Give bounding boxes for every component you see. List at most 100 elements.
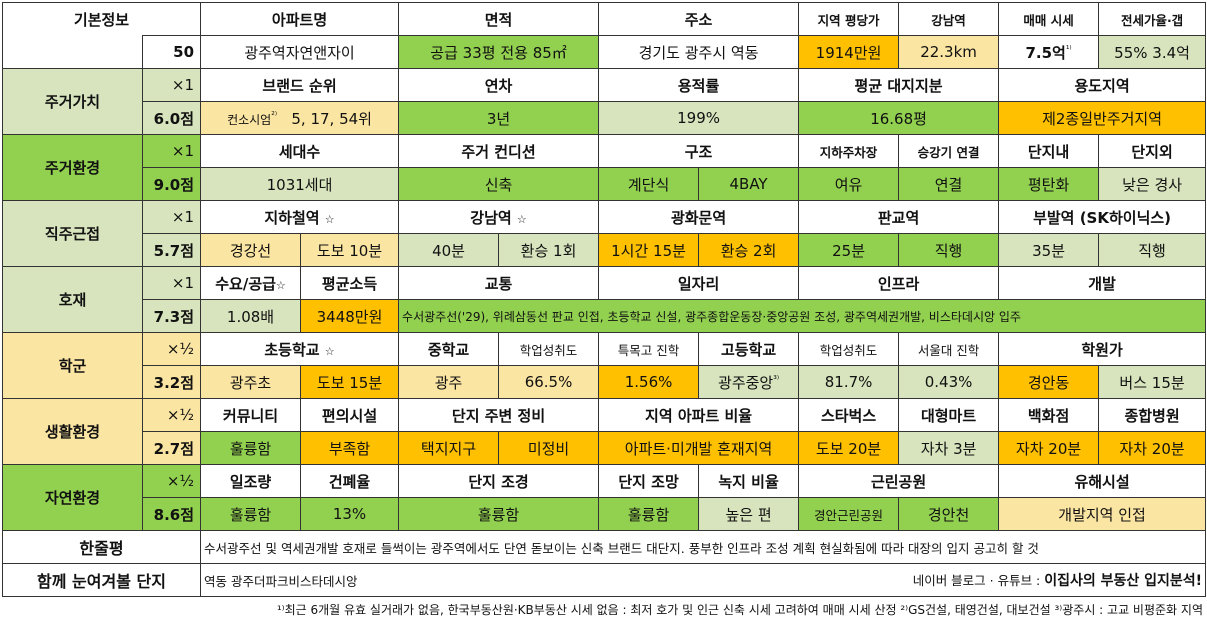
life-section-label: 생활환경 bbox=[2, 398, 143, 465]
special-high-header: 특목고 진학 bbox=[598, 332, 700, 366]
jeonse-value: 55% 3.4억 bbox=[1098, 35, 1207, 69]
env-row: 9.0점 1031세대 신축 계단식 4BAY 여유 연결 평탄화 낮은 경사 bbox=[3, 167, 1207, 201]
supply-value: 1.08배 bbox=[200, 299, 302, 333]
slope-inside-header: 단지내 bbox=[998, 134, 1100, 168]
income-header: 평균소득 bbox=[300, 266, 400, 300]
far-header: 용적률 bbox=[598, 68, 800, 102]
academy-area: 경안동 bbox=[998, 365, 1100, 399]
brand-ranks: 5, 17, 54위 bbox=[291, 109, 372, 128]
hazard-value: 개발지역 인접 bbox=[998, 497, 1207, 531]
commute-row: 5.7점 경강선 도보 10분 40분 환승 1회 1시간 15분 환승 2회 … bbox=[3, 233, 1207, 267]
credit-cell: 네이버 블로그 · 유튜브 : 이집사의 부동산 입지분석! bbox=[798, 563, 1207, 597]
bcr-header: 건폐율 bbox=[300, 464, 400, 498]
credit-name: 이집사의 부동산 입지분석! bbox=[1044, 573, 1203, 589]
gangnam-station-header-cell: 강남역 ☆ bbox=[398, 200, 600, 234]
slope-outside-value: 낮은 경사 bbox=[1098, 167, 1207, 201]
gwanghwamun-time: 1시간 15분 bbox=[598, 233, 700, 267]
basic-score: 50 bbox=[141, 35, 202, 69]
subway-line: 경강선 bbox=[200, 233, 302, 267]
brand-rank-cell: 컨소시엄²⁾ 5, 17, 54위 bbox=[200, 101, 400, 135]
env-multiplier: ×1 bbox=[141, 134, 202, 168]
slope-outside-header: 단지외 bbox=[1098, 134, 1207, 168]
condition-header: 주거 컨디션 bbox=[398, 134, 600, 168]
infra-header: 인프라 bbox=[798, 266, 1000, 300]
department-store-value: 자차 20분 bbox=[998, 431, 1100, 465]
env-header-row: 주거환경 ×1 세대수 주거 컨디션 구조 지하주차장 승강기 연결 단지내 단… bbox=[2, 134, 1207, 201]
income-value: 3448만원 bbox=[300, 299, 400, 333]
transport-header: 교통 bbox=[398, 266, 600, 300]
value-row: 6.0점 컨소시엄²⁾ 5, 17, 54위 3년 199% 16.68평 제2… bbox=[3, 101, 1207, 135]
star-icon: ☆ bbox=[275, 278, 286, 292]
footnote-mark-3: ³⁾ bbox=[773, 374, 780, 385]
jeonse-header: 전세가율·갭 bbox=[1098, 2, 1207, 36]
footnote: ¹⁾최근 6개월 유효 실거래가 없음, 한국부동산원·KB부동산 시세 없음 … bbox=[276, 603, 1203, 617]
star-icon: ☆ bbox=[324, 344, 335, 358]
view-header: 단지 조망 bbox=[598, 464, 700, 498]
life-multiplier: ×½ bbox=[141, 398, 202, 432]
age-header: 연차 bbox=[398, 68, 600, 102]
surroundings-type: 택지지구 bbox=[398, 431, 500, 465]
pangyo-header: 판교역 bbox=[798, 200, 1000, 234]
news-section-label: 호재 bbox=[2, 266, 143, 333]
slope-inside-value: 평탄화 bbox=[998, 167, 1100, 201]
brand-consortium: 컨소시엄 bbox=[227, 112, 272, 127]
together-row: 함께 눈여겨볼 단지 역동 광주더파크비스타데시앙 네이버 블로그 · 유튜브 … bbox=[1, 563, 1207, 597]
gangnam-distance: 22.3km bbox=[898, 35, 1000, 69]
land-share-value: 16.68평 bbox=[798, 101, 1000, 135]
hospital-value: 자차 20분 bbox=[1098, 431, 1207, 465]
sunlight-header: 일조량 bbox=[200, 464, 302, 498]
starbucks-value: 도보 20분 bbox=[798, 431, 900, 465]
sale-price-cell: 7.5억¹⁾ bbox=[998, 35, 1100, 69]
hospital-header: 종합병원 bbox=[1098, 398, 1207, 432]
brand-rank-header: 브랜드 순위 bbox=[200, 68, 400, 102]
households-value: 1031세대 bbox=[200, 167, 400, 201]
age-value: 3년 bbox=[398, 101, 600, 135]
high-header: 고등학교 bbox=[698, 332, 800, 366]
news-header-row: 호재 ×1 수요/공급☆ 평균소득 교통 일자리 인프라 개발 bbox=[2, 266, 1207, 333]
commute-header-row: 직주근접 ×1 지하철역 ☆ 강남역 ☆ 광화문역 판교역 부발역 (SK하이닉… bbox=[2, 200, 1207, 267]
elevator-header: 승강기 연결 bbox=[898, 134, 1000, 168]
park-name-b: 경안천 bbox=[898, 497, 1000, 531]
school-section-label: 학군 bbox=[2, 332, 143, 399]
development-header: 개발 bbox=[998, 266, 1207, 300]
news-row: 7.3점 1.08배 3448만원 수서광주선('29), 위례삼동선 판교 인… bbox=[3, 299, 1207, 333]
nature-multiplier: ×½ bbox=[141, 464, 202, 498]
value-section-label: 주거가치 bbox=[2, 68, 143, 135]
value-header-row: 주거가치 ×1 브랜드 순위 연차 용적률 평균 대지지분 용도지역 bbox=[2, 68, 1207, 135]
high-name: 광주중앙 bbox=[718, 373, 774, 392]
gangnam-header: 강남역 bbox=[898, 2, 1000, 36]
pangyo-transfer: 직행 bbox=[898, 233, 1000, 267]
starbucks-header: 스타벅스 bbox=[798, 398, 900, 432]
middle-header: 중학교 bbox=[398, 332, 500, 366]
gangnam-station-header: 강남역 bbox=[470, 208, 512, 227]
convenience-value: 부족함 bbox=[300, 431, 400, 465]
department-store-header: 백화점 bbox=[998, 398, 1100, 432]
green-ratio-header: 녹지 비율 bbox=[698, 464, 800, 498]
subway-header: 지하철역 bbox=[264, 208, 320, 227]
nature-section-label: 자연환경 bbox=[2, 464, 143, 531]
area-value: 공급 33평 전용 85㎡ bbox=[398, 35, 600, 69]
credit-channels: 네이버 블로그 · 유튜브 : bbox=[912, 573, 1045, 588]
summary-text: 수서광주선 및 역세권개발 호재로 들썩이는 광주역에서도 단연 돋보이는 신축… bbox=[200, 530, 1207, 564]
jobs-header: 일자리 bbox=[598, 266, 800, 300]
high-score: 81.7% bbox=[798, 365, 900, 399]
community-value: 훌륭함 bbox=[200, 431, 302, 465]
nature-row: 8.6점 훌륭함 13% 훌륭함 훌륭함 높은 편 경안근린공원 경안천 개발지… bbox=[3, 497, 1207, 531]
elementary-name: 광주초 bbox=[200, 365, 302, 399]
snu-header: 서울대 진학 bbox=[898, 332, 1000, 366]
summary-label: 한줄평 bbox=[1, 530, 202, 564]
address-value: 경기도 광주시 역동 bbox=[598, 35, 800, 69]
elevator-value: 연결 bbox=[898, 167, 1000, 201]
news-score: 7.3점 bbox=[141, 299, 202, 333]
land-share-header: 평균 대지지분 bbox=[798, 68, 1000, 102]
high-score-header: 학업성취도 bbox=[798, 332, 900, 366]
park-name-a: 경안근린공원 bbox=[798, 497, 900, 531]
households-header: 세대수 bbox=[200, 134, 400, 168]
news-multiplier: ×1 bbox=[141, 266, 202, 300]
school-score: 3.2점 bbox=[141, 365, 202, 399]
bubal-header: 부발역 (SK하이닉스) bbox=[998, 200, 1207, 234]
mart-header: 대형마트 bbox=[898, 398, 1000, 432]
env-section-label: 주거환경 bbox=[2, 134, 143, 201]
snu-rate: 0.43% bbox=[898, 365, 1000, 399]
high-name-cell: 광주중앙³⁾ bbox=[698, 365, 800, 399]
